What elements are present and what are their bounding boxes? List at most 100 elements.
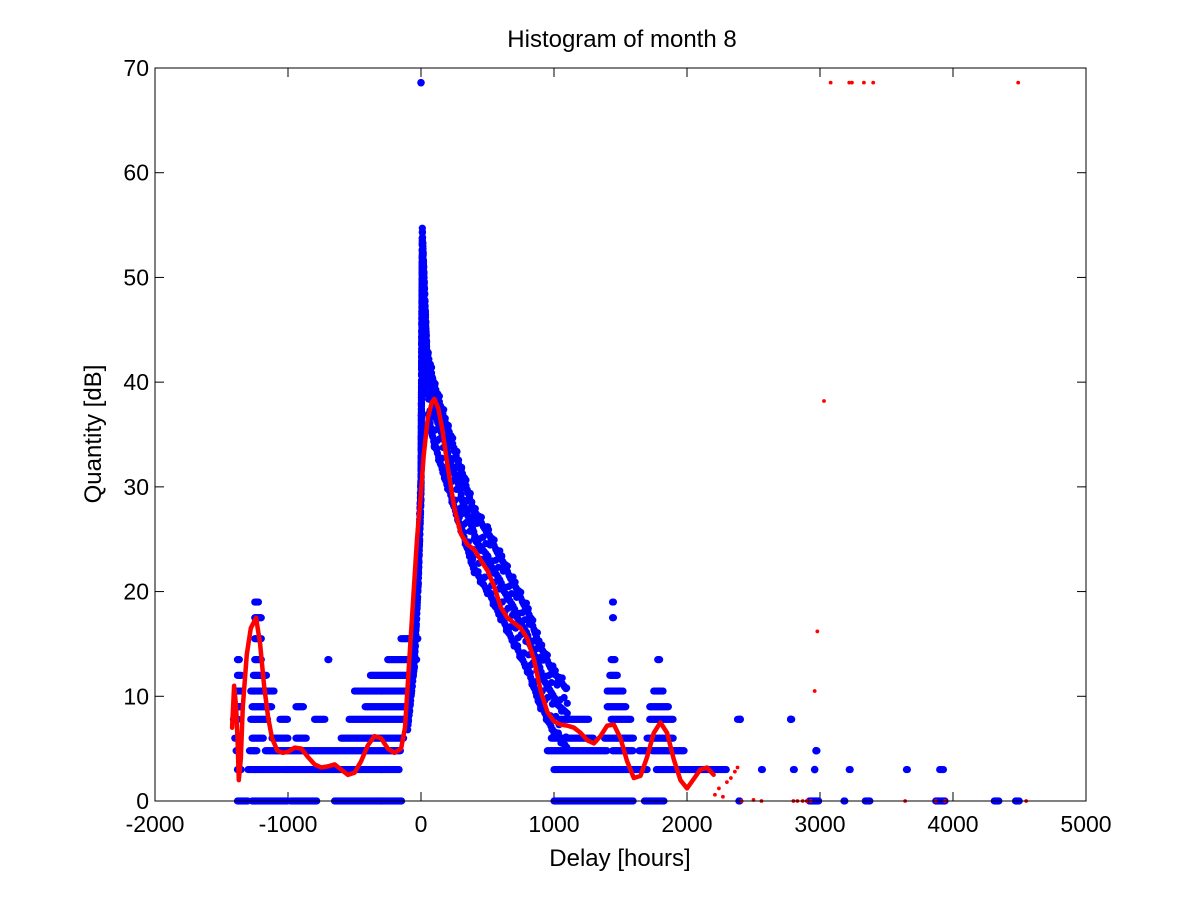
data-layer [229, 78, 1029, 805]
scatter-point [253, 747, 261, 755]
blue-scatter-series [229, 78, 1023, 805]
scatter-point [503, 562, 512, 570]
scatter-point [629, 747, 637, 755]
scatter-point [680, 747, 688, 755]
red-dot-point [721, 794, 725, 799]
scatter-point [786, 715, 795, 724]
x-tick-label: 3000 [794, 811, 845, 837]
scatter-point [669, 734, 677, 742]
scatter-point [466, 489, 474, 498]
smoothed-line [229, 396, 716, 791]
scatter-point [613, 671, 621, 679]
x-tick-label: -1000 [259, 811, 318, 837]
scatter-point [422, 317, 430, 326]
scatter-point [302, 734, 310, 742]
scatter-point [254, 598, 263, 606]
scatter-point [490, 536, 498, 544]
scatter-point [533, 629, 541, 637]
scatter-point [259, 734, 267, 742]
red-dot-point [725, 780, 729, 785]
scatter-point [449, 434, 457, 442]
scatter-point [417, 419, 426, 427]
x-tick-label: 1000 [528, 811, 579, 837]
scatter-point [417, 389, 426, 397]
scatter-point [560, 693, 568, 702]
scatter-point [299, 703, 308, 711]
scatter-point [418, 228, 427, 236]
scatter-point [413, 615, 421, 623]
scatter-point [440, 406, 448, 414]
scatter-point [498, 552, 506, 560]
scatter-point [619, 687, 627, 695]
y-tick-label: 60 [123, 160, 149, 186]
scatter-point [235, 656, 243, 664]
scatter-point [497, 579, 505, 587]
scatter-point [494, 563, 502, 571]
y-tick-label: 70 [123, 55, 149, 81]
scatter-point [563, 709, 571, 717]
scatter-point [268, 703, 276, 711]
y-tick-label: 30 [123, 474, 149, 500]
scatter-point [758, 765, 767, 774]
scatter-point [603, 747, 611, 755]
scatter-point [511, 605, 519, 613]
scatter-point [444, 421, 452, 430]
scatter-point [846, 765, 854, 774]
x-tick-label: 4000 [927, 811, 978, 837]
tick-layer: -2000 -1000 0 1000 2000 3000 4000 5000 0 10 20 30 40… [123, 55, 1111, 837]
scatter-point [438, 454, 446, 462]
scatter-point [563, 684, 571, 692]
scatter-point [431, 380, 439, 388]
x-tick-label: 5000 [1060, 811, 1111, 837]
chart-title: Histogram of month 8 [507, 26, 736, 53]
scatter-point [511, 578, 519, 586]
scatter-point [563, 743, 571, 751]
scatter-point [722, 765, 730, 774]
scatter-point [284, 734, 292, 742]
scatter-point [423, 338, 431, 346]
scatter-point [419, 233, 427, 242]
scatter-point [410, 663, 418, 671]
scatter-point [584, 715, 593, 723]
scatter-point [420, 278, 428, 286]
scatter-point [547, 678, 556, 687]
y-tick-label: 20 [123, 579, 149, 605]
scatter-point [507, 589, 516, 598]
scatter-point [524, 604, 532, 613]
scatter-point [517, 588, 525, 596]
scatter-point [563, 699, 571, 707]
scatter-point [629, 734, 638, 742]
red-dot-point [732, 769, 737, 774]
scatter-point [468, 498, 476, 506]
red-dot-point [735, 765, 740, 770]
scatter-point [458, 463, 466, 471]
red-dot-point [815, 629, 820, 634]
scatter-point [421, 289, 429, 298]
scatter-point [477, 513, 486, 521]
scatter-point [395, 765, 403, 774]
scatter-point [656, 656, 664, 664]
scatter-point [609, 598, 618, 606]
y-tick-label: 40 [123, 369, 149, 395]
scatter-point [471, 504, 479, 513]
scatter-point [790, 765, 798, 774]
scatter-point [810, 765, 819, 774]
scatter-point [543, 651, 551, 659]
red-dot-point [717, 786, 721, 791]
y-axis-title: Quantity [dB] [80, 365, 107, 504]
y-tick-label: 50 [123, 264, 149, 290]
scatter-point [424, 349, 432, 357]
plot-frame [154, 67, 1087, 802]
scatter-point [283, 715, 292, 723]
y-tick-label: 0 [136, 788, 149, 814]
scatter-point [462, 476, 470, 484]
scatter-point [562, 733, 570, 741]
red-dot-point [850, 80, 854, 85]
red-dot-point [861, 80, 866, 85]
red-dot-point [728, 776, 733, 780]
scatter-point [669, 715, 677, 723]
scatter-point [453, 447, 461, 456]
scatter-point [611, 656, 619, 664]
scatter-point [417, 78, 425, 87]
